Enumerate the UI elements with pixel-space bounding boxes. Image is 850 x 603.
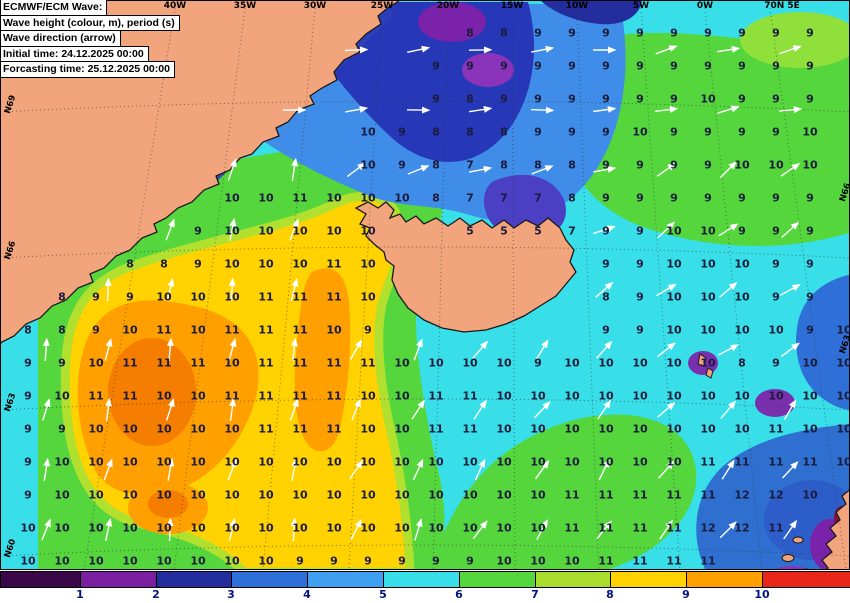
wave-height-colorbar: 1 2 3 4 5 6 7 8 9 10 [0, 570, 850, 603]
title-height-period: Wave height (colour, m), period (s) [0, 14, 180, 32]
longitude-label: 0W [696, 1, 714, 11]
colorbar-segment [763, 572, 850, 587]
faroe-islands [697, 353, 714, 379]
colorbar-segment [460, 572, 536, 587]
iceland-landmass [354, 201, 577, 333]
longitude-label: 20W [436, 1, 460, 11]
longitude-label: 35W [233, 1, 257, 11]
deep-orange-core [108, 338, 196, 446]
wave-map: 8 8 9 9 9 9 9 9 9 9 9 9 9 9 9 9 9 9 9 9 9 9 9 9 8 9 9 9 9 9 9 10 9 9 9 10 9 8… [0, 0, 850, 570]
purple-patch-north-1 [418, 2, 486, 42]
colorbar-tick-label: 10 [754, 588, 770, 601]
forecast-time: Forcasting time: 25.12.2025 00:00 [0, 61, 175, 78]
blue-blob-east [796, 274, 850, 410]
longitude-label: 25W [370, 1, 394, 11]
colorbar-segment [687, 572, 763, 587]
colorbar-tick-label: 4 [303, 588, 311, 601]
green-region-northeast [555, 33, 850, 247]
longitude-label: 30W [303, 1, 327, 11]
colorbar-segment [157, 572, 232, 587]
greenland-landmass [0, 0, 399, 345]
colorbar-tick-label: 2 [152, 588, 160, 601]
longitude-label: 15W [500, 1, 524, 11]
longitude-label: 40W [163, 1, 187, 11]
colorbar-tick-label: 3 [227, 588, 235, 601]
colorbar-tick-label: 8 [606, 588, 614, 601]
colorbar-tick-label: 9 [682, 588, 690, 601]
colorbar-tick-label: 7 [531, 588, 539, 601]
bright-green-patch [740, 12, 850, 68]
colorbar-segment [308, 572, 384, 587]
title-model: ECMWF/ECM Wave: [0, 0, 108, 16]
orange-streak [294, 268, 351, 452]
purple-patch-north-2 [462, 53, 514, 87]
legend-title-box: ECMWF/ECM Wave: Wave height (colour, m),… [0, 0, 180, 78]
scotland-landmass [821, 488, 850, 570]
green-region-south [430, 414, 697, 570]
deep-orange-spot [148, 490, 188, 518]
colorbar-tick-label: 1 [76, 588, 84, 601]
colorbar-segment [536, 572, 611, 587]
colorbar-tick-label: 5 [379, 588, 387, 601]
longitude-label: 5W [632, 1, 650, 11]
longitude-label: 70N 5E [764, 1, 800, 11]
colorbar-segment [384, 572, 460, 587]
initial-time: Initial time: 24.12.2025 00:00 [0, 45, 149, 63]
title-direction: Wave direction (arrow) [0, 30, 121, 47]
navy-strip-top [540, 0, 642, 25]
graticule [0, 7, 850, 570]
colorbar-segment [81, 572, 157, 587]
colorbar-segment [1, 572, 81, 587]
wave-height-field [0, 0, 850, 570]
colorbar-segment [232, 572, 308, 587]
purple-patch-east [755, 389, 795, 417]
colorbar-bar [0, 571, 850, 588]
colorbar-segment [611, 572, 687, 587]
navy-region-north [322, 2, 534, 162]
colorbar-tick-label: 6 [455, 588, 463, 601]
longitude-label: 10W [565, 1, 589, 11]
